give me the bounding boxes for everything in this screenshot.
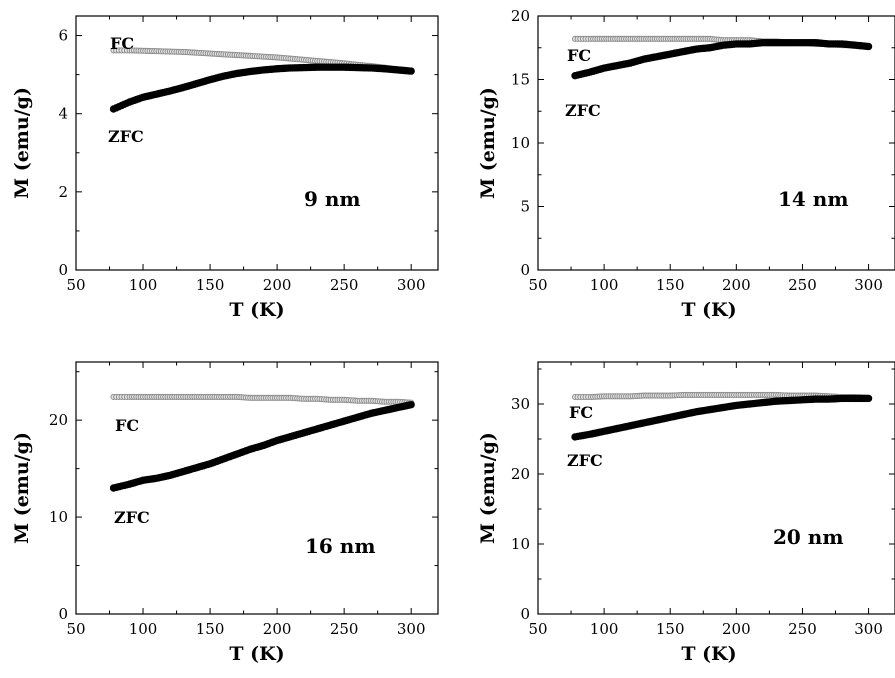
- plot-frame: [537, 15, 895, 271]
- plot-frame: [75, 15, 439, 271]
- y-tick-label: 20: [511, 7, 530, 25]
- x-tick-label: 100: [129, 276, 158, 294]
- series-fc: [110, 393, 415, 406]
- particle-size-label: 20 nm: [773, 525, 844, 549]
- panel-3: 50 100 150 200 250 300 0 10 20 T (K) M (emu/g) FC ZF…: [11, 361, 439, 665]
- y-tick-label: 20: [511, 465, 530, 483]
- zfc-label: ZFC: [114, 508, 150, 527]
- y-tick-label: 30: [511, 395, 530, 413]
- x-tick-label: 100: [129, 620, 158, 638]
- x-axis-title: T (K): [229, 643, 284, 665]
- x-tick-label: 250: [330, 620, 359, 638]
- panel-4: 50 100 150 200 250 300 0 10 20 30 T (K) M (emu/g) FC…: [477, 361, 895, 665]
- x-tick-label: 200: [722, 620, 751, 638]
- series-zfc: [571, 38, 873, 80]
- x-axis-title: T (K): [229, 299, 284, 321]
- y-axis-title: M (emu/g): [477, 432, 499, 544]
- x-tick-label: 250: [330, 276, 359, 294]
- series-zfc: [109, 400, 415, 492]
- y-tick-label: 20: [49, 411, 68, 429]
- x-tick-label: 200: [263, 620, 292, 638]
- y-tick-label: 0: [520, 605, 530, 623]
- zfc-label: ZFC: [108, 127, 144, 146]
- y-tick-label: 5: [520, 198, 530, 216]
- x-tick-label: 200: [722, 276, 751, 294]
- x-tick-label: 300: [397, 620, 426, 638]
- x-tick-label: 300: [854, 620, 883, 638]
- y-tick-label: 0: [58, 261, 68, 279]
- x-tick-label: 250: [788, 620, 817, 638]
- x-tick-label: 100: [590, 620, 619, 638]
- particle-size-label: 9 nm: [304, 187, 361, 211]
- y-tick-label: 0: [520, 261, 530, 279]
- x-tick-label: 150: [656, 620, 685, 638]
- y-tick-label: 0: [58, 605, 68, 623]
- x-tick-label: 300: [397, 276, 426, 294]
- x-tick-label: 250: [788, 276, 817, 294]
- y-tick-label: 6: [58, 27, 68, 45]
- data-point: [407, 400, 415, 409]
- y-tick-label: 15: [511, 71, 530, 89]
- x-tick-label: 50: [66, 276, 85, 294]
- panel-2: 50 100 150 200 250 300 0 5 10 15 20 T (K) M (emu/g) F…: [477, 7, 895, 321]
- y-tick-label: 4: [58, 105, 68, 123]
- x-tick-label: 50: [528, 276, 547, 294]
- x-tick-label: 150: [656, 276, 685, 294]
- x-axis-title: T (K): [681, 643, 736, 665]
- fc-label: FC: [110, 34, 134, 53]
- y-axis-title: M (emu/g): [11, 87, 33, 199]
- y-tick-label: 10: [511, 134, 530, 152]
- x-tick-label: 150: [196, 276, 225, 294]
- plot-frame: [75, 361, 439, 615]
- y-axis-title: M (emu/g): [477, 87, 499, 199]
- x-tick-label: 150: [196, 620, 225, 638]
- x-tick-label: 50: [528, 620, 547, 638]
- zfc-label: ZFC: [567, 451, 603, 470]
- x-tick-label: 100: [590, 276, 619, 294]
- fc-label: FC: [115, 416, 139, 435]
- y-axis-title: M (emu/g): [11, 432, 33, 544]
- series-zfc: [571, 394, 873, 441]
- x-tick-label: 200: [263, 276, 292, 294]
- particle-size-label: 16 nm: [305, 534, 376, 558]
- data-point: [407, 67, 415, 75]
- zfc-label: ZFC: [565, 101, 601, 120]
- fc-label: FC: [569, 403, 593, 422]
- x-tick-label: 50: [66, 620, 85, 638]
- x-axis-title: T (K): [681, 299, 736, 321]
- fc-label: FC: [567, 46, 591, 65]
- x-tick-label: 300: [854, 276, 883, 294]
- y-tick-label: 10: [49, 508, 68, 526]
- y-tick-label: 10: [511, 535, 530, 553]
- particle-size-label: 14 nm: [778, 187, 849, 211]
- data-point: [864, 394, 873, 403]
- data-point: [864, 42, 873, 51]
- y-tick-label: 2: [58, 183, 68, 201]
- plot-frame: [537, 361, 895, 615]
- panel-1: 50 100 150 200 250 300 0 2 4 6 T (K) M (emu/g) FC ZFC…: [11, 15, 439, 321]
- series-zfc: [109, 63, 415, 113]
